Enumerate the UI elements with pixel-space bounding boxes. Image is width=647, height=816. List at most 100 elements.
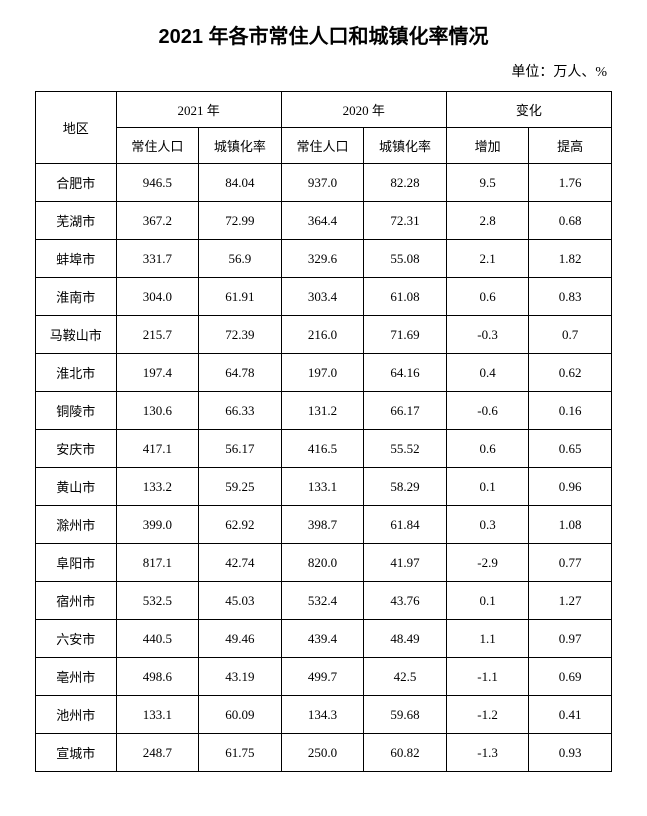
header-urb2020: 城镇化率 (364, 128, 447, 164)
cell-urb2021: 62.92 (199, 506, 282, 544)
cell-urb2021: 45.03 (199, 582, 282, 620)
cell-urb2020: 66.17 (364, 392, 447, 430)
cell-urb2020: 55.52 (364, 430, 447, 468)
cell-pop2021: 498.6 (116, 658, 199, 696)
cell-imp: 1.27 (529, 582, 612, 620)
cell-region: 宿州市 (36, 582, 117, 620)
header-pop2021: 常住人口 (116, 128, 199, 164)
cell-imp: 1.76 (529, 164, 612, 202)
table-row: 蚌埠市331.756.9329.655.082.11.82 (36, 240, 612, 278)
cell-region: 马鞍山市 (36, 316, 117, 354)
header-urb2021: 城镇化率 (199, 128, 282, 164)
cell-pop2021: 197.4 (116, 354, 199, 392)
table-row: 淮北市197.464.78197.064.160.40.62 (36, 354, 612, 392)
table-row: 宿州市532.545.03532.443.760.11.27 (36, 582, 612, 620)
cell-imp: 0.41 (529, 696, 612, 734)
cell-urb2021: 49.46 (199, 620, 282, 658)
cell-inc: -1.1 (446, 658, 529, 696)
cell-region: 六安市 (36, 620, 117, 658)
cell-urb2021: 61.91 (199, 278, 282, 316)
header-pop2020: 常住人口 (281, 128, 364, 164)
cell-urb2020: 48.49 (364, 620, 447, 658)
cell-urb2020: 72.31 (364, 202, 447, 240)
cell-imp: 0.65 (529, 430, 612, 468)
cell-pop2020: 133.1 (281, 468, 364, 506)
cell-region: 合肥市 (36, 164, 117, 202)
cell-urb2021: 59.25 (199, 468, 282, 506)
header-imp: 提高 (529, 128, 612, 164)
cell-urb2020: 58.29 (364, 468, 447, 506)
cell-pop2020: 131.2 (281, 392, 364, 430)
cell-urb2021: 60.09 (199, 696, 282, 734)
cell-urb2020: 61.84 (364, 506, 447, 544)
cell-region: 淮北市 (36, 354, 117, 392)
cell-imp: 0.96 (529, 468, 612, 506)
cell-pop2020: 303.4 (281, 278, 364, 316)
cell-pop2020: 250.0 (281, 734, 364, 772)
cell-urb2021: 61.75 (199, 734, 282, 772)
cell-pop2020: 820.0 (281, 544, 364, 582)
cell-urb2020: 41.97 (364, 544, 447, 582)
cell-inc: 0.6 (446, 278, 529, 316)
cell-pop2021: 130.6 (116, 392, 199, 430)
cell-urb2020: 82.28 (364, 164, 447, 202)
cell-imp: 0.62 (529, 354, 612, 392)
cell-urb2020: 59.68 (364, 696, 447, 734)
cell-pop2020: 439.4 (281, 620, 364, 658)
table-row: 亳州市498.643.19499.742.5-1.10.69 (36, 658, 612, 696)
header-group-2021: 2021 年 (116, 92, 281, 128)
cell-inc: 1.1 (446, 620, 529, 658)
cell-inc: 0.4 (446, 354, 529, 392)
cell-pop2020: 416.5 (281, 430, 364, 468)
cell-inc: -0.3 (446, 316, 529, 354)
cell-inc: 0.6 (446, 430, 529, 468)
table-row: 阜阳市817.142.74820.041.97-2.90.77 (36, 544, 612, 582)
cell-urb2021: 64.78 (199, 354, 282, 392)
cell-pop2021: 440.5 (116, 620, 199, 658)
table-row: 六安市440.549.46439.448.491.10.97 (36, 620, 612, 658)
cell-inc: 0.3 (446, 506, 529, 544)
table-row: 黄山市133.259.25133.158.290.10.96 (36, 468, 612, 506)
cell-imp: 1.08 (529, 506, 612, 544)
cell-pop2021: 946.5 (116, 164, 199, 202)
cell-urb2020: 43.76 (364, 582, 447, 620)
unit-label: 单位：万人、% (35, 61, 612, 81)
cell-pop2020: 216.0 (281, 316, 364, 354)
data-table: 地区 2021 年 2020 年 变化 常住人口 城镇化率 常住人口 城镇化率 … (35, 91, 612, 772)
cell-urb2020: 55.08 (364, 240, 447, 278)
cell-pop2020: 532.4 (281, 582, 364, 620)
cell-urb2020: 64.16 (364, 354, 447, 392)
cell-region: 铜陵市 (36, 392, 117, 430)
cell-pop2021: 817.1 (116, 544, 199, 582)
cell-region: 阜阳市 (36, 544, 117, 582)
cell-urb2021: 72.39 (199, 316, 282, 354)
cell-inc: -0.6 (446, 392, 529, 430)
table-body: 合肥市946.584.04937.082.289.51.76芜湖市367.272… (36, 164, 612, 772)
header-group-change: 变化 (446, 92, 611, 128)
table-row: 滁州市399.062.92398.761.840.31.08 (36, 506, 612, 544)
cell-urb2020: 61.08 (364, 278, 447, 316)
cell-pop2020: 398.7 (281, 506, 364, 544)
table-row: 芜湖市367.272.99364.472.312.80.68 (36, 202, 612, 240)
table-row: 合肥市946.584.04937.082.289.51.76 (36, 164, 612, 202)
cell-imp: 0.97 (529, 620, 612, 658)
cell-inc: -1.2 (446, 696, 529, 734)
cell-urb2021: 43.19 (199, 658, 282, 696)
cell-urb2021: 84.04 (199, 164, 282, 202)
cell-inc: 2.1 (446, 240, 529, 278)
cell-urb2020: 71.69 (364, 316, 447, 354)
cell-imp: 0.83 (529, 278, 612, 316)
cell-imp: 0.77 (529, 544, 612, 582)
cell-region: 滁州市 (36, 506, 117, 544)
cell-imp: 1.82 (529, 240, 612, 278)
cell-inc: 9.5 (446, 164, 529, 202)
cell-region: 安庆市 (36, 430, 117, 468)
cell-urb2021: 56.17 (199, 430, 282, 468)
cell-urb2021: 42.74 (199, 544, 282, 582)
cell-pop2020: 499.7 (281, 658, 364, 696)
cell-urb2021: 66.33 (199, 392, 282, 430)
cell-region: 亳州市 (36, 658, 117, 696)
cell-pop2021: 215.7 (116, 316, 199, 354)
cell-pop2021: 133.2 (116, 468, 199, 506)
cell-imp: 0.7 (529, 316, 612, 354)
